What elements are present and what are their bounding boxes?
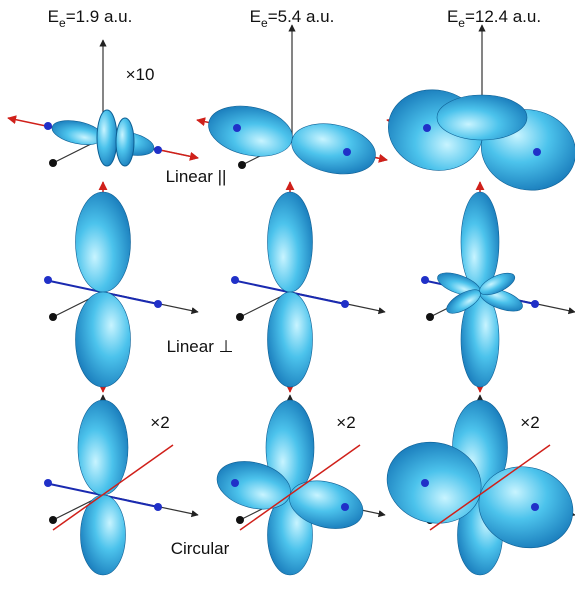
scale-label: ×2 (150, 413, 169, 432)
axis-ball (44, 276, 52, 284)
axis-ball (421, 479, 429, 487)
axis-ball (233, 124, 241, 132)
lobe (268, 192, 313, 292)
lobe (78, 400, 128, 495)
axis-ball (341, 503, 349, 511)
lobe (437, 95, 527, 140)
text-part: =12.4 a.u. (465, 7, 541, 26)
text-part: E (250, 7, 261, 26)
axis-ball (49, 159, 57, 167)
axis-ball (421, 276, 429, 284)
axis-ball (154, 503, 162, 511)
lobe (76, 292, 131, 387)
text-part: =1.9 a.u. (66, 7, 133, 26)
axis-ball (49, 516, 57, 524)
lobe (76, 192, 131, 292)
row-label: Linear || (166, 167, 227, 186)
scale-label: ×10 (126, 65, 155, 84)
ring (116, 118, 134, 166)
axis-ball (341, 300, 349, 308)
row-label: Circular (171, 539, 230, 558)
ring (97, 110, 117, 166)
axis-ball (231, 479, 239, 487)
axis-ball (343, 148, 351, 156)
text-part: =5.4 a.u. (268, 7, 335, 26)
axis-ball (154, 146, 162, 154)
axis-ball (154, 300, 162, 308)
column-header: Ee=1.9 a.u. (48, 7, 133, 30)
axis-ball (531, 300, 539, 308)
scale-label: ×2 (520, 413, 539, 432)
axis-ball (238, 161, 246, 169)
figure: Ee=1.9 a.u.Ee=5.4 a.u.Ee=12.4 a.u.Linear… (0, 0, 575, 593)
axis-ball (236, 516, 244, 524)
lobe (287, 117, 380, 182)
axis-ball (49, 313, 57, 321)
row-label: Linear ⊥ (167, 337, 234, 356)
page: Ee=1.9 a.u.Ee=5.4 a.u.Ee=12.4 a.u.Linear… (0, 0, 575, 598)
lobe (268, 292, 313, 387)
axis-ball (44, 122, 52, 130)
axis-ball (533, 148, 541, 156)
text-part: E (447, 7, 458, 26)
axis-ball (236, 313, 244, 321)
column-header: Ee=12.4 a.u. (447, 7, 541, 30)
axis-ball (531, 503, 539, 511)
axis-ball (423, 124, 431, 132)
axis-ball (44, 479, 52, 487)
axis-ball (426, 313, 434, 321)
axis-ball (231, 276, 239, 284)
lobe (204, 99, 297, 164)
text-part: E (48, 7, 59, 26)
lobe (81, 495, 126, 575)
scale-label: ×2 (336, 413, 355, 432)
